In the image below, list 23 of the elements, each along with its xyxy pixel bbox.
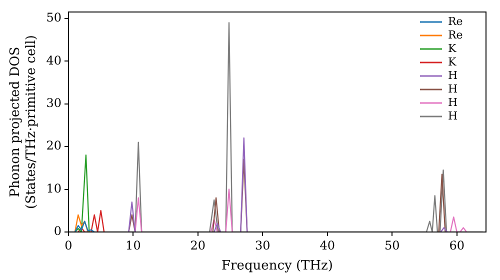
legend-label: K — [448, 42, 457, 55]
x-axis-title: Frequency (THz) — [222, 258, 333, 274]
x-tick-label: 30 — [255, 238, 270, 252]
x-tick-label: 0 — [64, 238, 72, 252]
legend-label: H — [448, 82, 458, 96]
y-tick-label: 20 — [46, 138, 62, 153]
y-tick-label: 0 — [54, 224, 62, 238]
legend-label: H — [448, 109, 458, 122]
legend-label: Re — [448, 14, 463, 28]
x-tick-label: 20 — [190, 238, 206, 252]
x-tick-label: 10 — [126, 238, 141, 252]
x-tick-label: 50 — [384, 238, 400, 252]
legend-label: H — [448, 96, 458, 109]
x-tick-label: 40 — [320, 238, 336, 252]
y-tick-label: 40 — [46, 53, 62, 68]
x-tick-label: 60 — [449, 238, 465, 252]
y-tick-label: 50 — [46, 10, 62, 25]
legend-label: Re — [448, 28, 463, 42]
y-tick-label: 30 — [46, 96, 62, 110]
y-tick-label: 10 — [46, 181, 62, 196]
y-axis-title: Phonon projected DOS (States/THz·primitive cell) — [8, 34, 39, 210]
legend-label: H — [448, 68, 458, 82]
legend-label: K — [448, 55, 457, 68]
